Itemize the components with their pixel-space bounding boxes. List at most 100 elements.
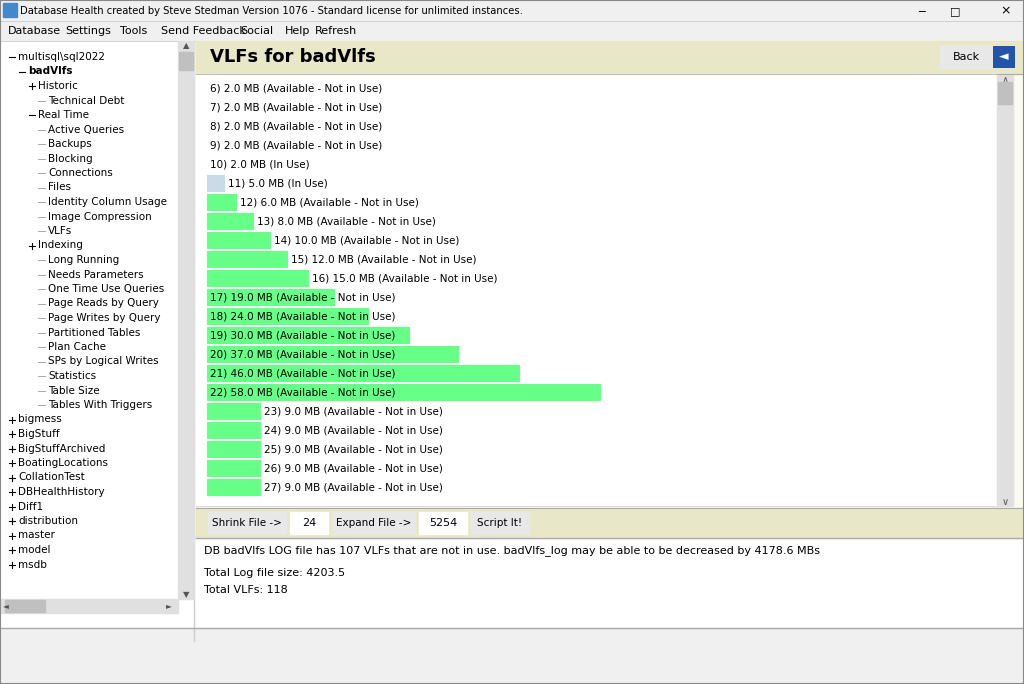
- Text: 11) 5.0 MB (In Use): 11) 5.0 MB (In Use): [228, 179, 328, 189]
- Text: Needs Parameters: Needs Parameters: [48, 269, 143, 280]
- Text: 8) 2.0 MB (Available - Not in Use): 8) 2.0 MB (Available - Not in Use): [210, 122, 382, 131]
- Text: Social: Social: [240, 26, 273, 36]
- Text: BigStuffArchived: BigStuffArchived: [18, 443, 105, 453]
- Bar: [28, 241, 36, 250]
- Bar: [196, 41, 1024, 641]
- Text: Image Compression: Image Compression: [48, 211, 152, 222]
- Text: 10) 2.0 MB (In Use): 10) 2.0 MB (In Use): [210, 159, 309, 170]
- Text: Script It!: Script It!: [477, 518, 522, 528]
- Bar: [28, 82, 36, 90]
- Bar: [179, 52, 193, 70]
- Bar: [8, 546, 16, 554]
- Text: □: □: [949, 6, 961, 16]
- Bar: [178, 41, 194, 599]
- Bar: [207, 308, 368, 324]
- Text: 18) 24.0 MB (Available - Not in Use): 18) 24.0 MB (Available - Not in Use): [210, 311, 395, 321]
- Bar: [0, 628, 1024, 684]
- Text: 22) 58.0 MB (Available - Not in Use): 22) 58.0 MB (Available - Not in Use): [210, 388, 395, 397]
- Text: Settings: Settings: [65, 26, 111, 36]
- Text: Blocking: Blocking: [48, 153, 92, 163]
- Text: distribution: distribution: [18, 516, 78, 526]
- Bar: [208, 512, 286, 534]
- Bar: [207, 213, 253, 229]
- Text: ►: ►: [166, 601, 172, 611]
- Text: Long Running: Long Running: [48, 255, 119, 265]
- Bar: [207, 403, 260, 419]
- Bar: [196, 41, 1024, 74]
- Text: Refresh: Refresh: [315, 26, 357, 36]
- Bar: [207, 479, 260, 495]
- Bar: [8, 445, 16, 453]
- Bar: [290, 512, 328, 534]
- Text: Statistics: Statistics: [48, 371, 96, 381]
- Bar: [207, 194, 236, 210]
- Text: Database Health created by Steve Stedman Version 1076 - Standard license for unl: Database Health created by Steve Stedman…: [20, 6, 523, 16]
- Text: 14) 10.0 MB (Available - Not in Use): 14) 10.0 MB (Available - Not in Use): [274, 235, 460, 246]
- Text: 19) 30.0 MB (Available - Not in Use): 19) 30.0 MB (Available - Not in Use): [210, 330, 395, 341]
- Text: Send Feedback: Send Feedback: [161, 26, 246, 36]
- Text: ◄: ◄: [999, 51, 1009, 64]
- Text: CollationTest: CollationTest: [18, 473, 85, 482]
- Text: 7) 2.0 MB (Available - Not in Use): 7) 2.0 MB (Available - Not in Use): [210, 103, 382, 112]
- Bar: [18, 68, 26, 75]
- Text: Technical Debt: Technical Debt: [48, 96, 124, 105]
- Text: master: master: [18, 531, 55, 540]
- Text: Expand File ->: Expand File ->: [336, 518, 412, 528]
- Text: Tables With Triggers: Tables With Triggers: [48, 400, 153, 410]
- Bar: [3, 3, 17, 17]
- Text: 13) 8.0 MB (Available - Not in Use): 13) 8.0 MB (Available - Not in Use): [257, 217, 436, 226]
- Bar: [997, 74, 1013, 506]
- Text: VLFs: VLFs: [48, 226, 73, 236]
- Text: 12) 6.0 MB (Available - Not in Use): 12) 6.0 MB (Available - Not in Use): [240, 198, 419, 207]
- Text: DBHealthHistory: DBHealthHistory: [18, 487, 104, 497]
- Bar: [471, 512, 529, 534]
- Bar: [0, 21, 1024, 41]
- Text: Page Reads by Query: Page Reads by Query: [48, 298, 159, 308]
- Text: bigmess: bigmess: [18, 415, 61, 425]
- Text: Files: Files: [48, 183, 71, 192]
- Text: ▼: ▼: [182, 590, 189, 599]
- Bar: [8, 488, 16, 496]
- Bar: [207, 460, 260, 476]
- Bar: [8, 415, 16, 423]
- Text: 26) 9.0 MB (Available - Not in Use): 26) 9.0 MB (Available - Not in Use): [264, 464, 442, 473]
- Text: BigStuff: BigStuff: [18, 429, 59, 439]
- Text: Diff1: Diff1: [18, 501, 43, 512]
- Text: 24: 24: [302, 518, 316, 528]
- Text: Real Time: Real Time: [38, 110, 89, 120]
- Text: Partitioned Tables: Partitioned Tables: [48, 328, 140, 337]
- Text: 6) 2.0 MB (Available - Not in Use): 6) 2.0 MB (Available - Not in Use): [210, 83, 382, 94]
- Bar: [8, 53, 16, 61]
- Text: 17) 19.0 MB (Available - Not in Use): 17) 19.0 MB (Available - Not in Use): [210, 293, 395, 302]
- Bar: [8, 430, 16, 438]
- Bar: [207, 270, 308, 286]
- Bar: [8, 459, 16, 467]
- Text: Shrink File ->: Shrink File ->: [212, 518, 282, 528]
- Text: 16) 15.0 MB (Available - Not in Use): 16) 15.0 MB (Available - Not in Use): [312, 274, 498, 283]
- Text: 25) 9.0 MB (Available - Not in Use): 25) 9.0 MB (Available - Not in Use): [264, 445, 442, 454]
- Bar: [207, 175, 224, 191]
- Bar: [5, 600, 45, 612]
- Text: 5254: 5254: [429, 518, 457, 528]
- Text: Table Size: Table Size: [48, 386, 99, 395]
- Bar: [993, 46, 1015, 68]
- Text: ×: ×: [1000, 5, 1012, 18]
- Bar: [8, 503, 16, 510]
- Bar: [419, 512, 467, 534]
- Bar: [207, 232, 270, 248]
- Text: Connections: Connections: [48, 168, 113, 178]
- Text: Page Writes by Query: Page Writes by Query: [48, 313, 161, 323]
- Text: Indexing: Indexing: [38, 241, 83, 250]
- Bar: [8, 517, 16, 525]
- Bar: [207, 251, 287, 267]
- Text: ▲: ▲: [182, 42, 189, 51]
- Text: Tools: Tools: [120, 26, 147, 36]
- Text: Active Queries: Active Queries: [48, 124, 124, 135]
- Text: Total Log file size: 4203.5: Total Log file size: 4203.5: [204, 568, 345, 578]
- Text: Plan Cache: Plan Cache: [48, 342, 106, 352]
- Bar: [8, 473, 16, 482]
- Text: 27) 9.0 MB (Available - Not in Use): 27) 9.0 MB (Available - Not in Use): [264, 482, 442, 492]
- Bar: [196, 508, 1024, 538]
- Bar: [0, 599, 178, 613]
- Text: ∧: ∧: [1001, 75, 1009, 85]
